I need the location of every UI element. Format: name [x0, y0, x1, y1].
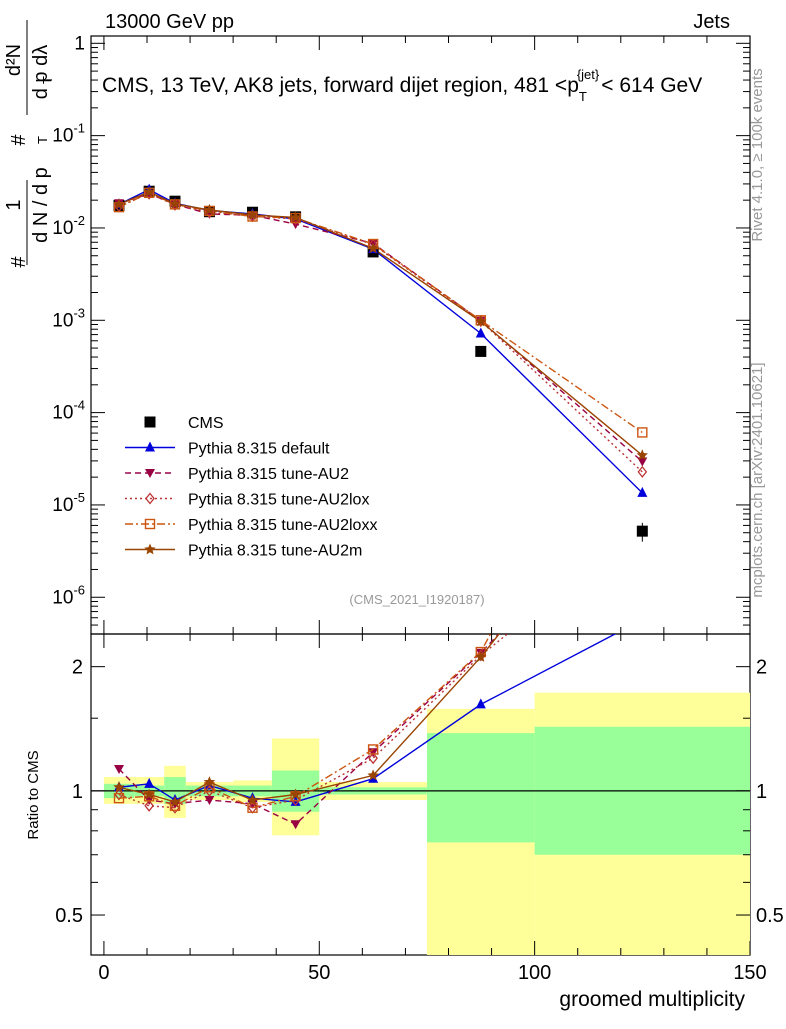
y-axis-label-main: # 1 d N / d p T # d²N d p dλ T [3, 20, 55, 268]
ratio-point-pythia-8-315-tune-au2m [475, 651, 487, 662]
y-axis-label-ratio: Ratio to CMS [25, 750, 42, 839]
data-point-pythia-8-315-tune-au2m [113, 198, 125, 210]
ratio-point-pythia-8-315-tune-au2 [204, 796, 215, 806]
axis-ticks: 0 50 100 150 1 10-1 10-2 10-3 10-4 10-5 10-6 0.5 0.5… [52, 33, 784, 984]
data-point-pythia-8-315-tune-au2m [289, 211, 302, 223]
data-point-pythia-8-315-tune-au2m [143, 186, 155, 197]
ratio-point-pythia-8-315-tune-au2 [113, 764, 124, 774]
ratio-line-pythia-8-315-tune-au2lox [118, 634, 509, 809]
legend-marker-pythia-8-315-tune-au2lox [145, 492, 155, 505]
ratio-tick-label-left: 2 [72, 657, 83, 679]
legend-marker-pythia-8-315-tune-au2m [144, 543, 156, 555]
ratio-line-pythia-8-315-tune-au2loxx [118, 634, 492, 809]
y-tick-label: 1 [74, 33, 85, 54]
ratio-point-pythia-8-315-default [475, 698, 486, 709]
data-point-pythia-8-315-tune-au2m [475, 315, 487, 327]
data-point-pythia-8-315-tune-au2 [637, 457, 648, 467]
ratio-point-pythia-8-315-tune-au2m [367, 769, 379, 781]
data-point-pythia-8-315-tune-au2m [367, 242, 379, 254]
legend-marker-pythia-8-315-tune-au2loxx [144, 518, 156, 530]
data-point-pythia-8-315-tune-au2m [203, 203, 216, 215]
ratio-point-pythia-8-315-tune-au2lox [368, 752, 378, 765]
legend-marker-pythia-8-315-tune-au2 [145, 469, 155, 478]
ratio-point-pythia-8-315-tune-au2loxx [113, 792, 125, 804]
legend: CMS Pythia 8.315 default Pythia 8.315 tune… [125, 415, 377, 560]
svg-text:T: T [40, 76, 55, 84]
data-point-cms [475, 345, 487, 357]
svg-text:#: # [8, 256, 30, 268]
data-point-pythia-8-315-tune-au2m [169, 197, 181, 209]
legend-marker-pythia-8-315-default [145, 441, 155, 452]
legend-label-pythia-8-315-default: Pythia 8.315 default [188, 441, 330, 458]
x-tick-label: 0 [98, 962, 109, 984]
ratio-point-pythia-8-315-tune-au2m [289, 788, 302, 800]
ratio-point-pythia-8-315-tune-au2loxx [247, 802, 258, 813]
data-point-pythia-8-315-tune-au2lox [637, 465, 648, 478]
ratio-tick-label-left: 1 [72, 781, 83, 803]
ratio-point-pythia-8-315-tune-au2lox [144, 799, 154, 812]
ratio-line-pythia-8-315-tune-au2 [118, 634, 500, 826]
y-tick-label: 10-1 [52, 121, 85, 147]
energy-label: 13000 GeV pp [105, 11, 234, 33]
svg-text:d²N: d²N [3, 44, 25, 76]
ratio-point-pythia-8-315-tune-au2lox [114, 788, 124, 801]
data-point-pythia-8-315-tune-au2m [246, 209, 259, 220]
rivet-version-label: Rivet 4.1.0, ≥ 100k events [749, 68, 766, 241]
ratio-point-pythia-8-315-tune-au2loxx [367, 744, 379, 755]
ratio-tick-label-right: 1 [756, 781, 767, 803]
data-point-pythia-8-315-default [475, 327, 486, 338]
ratio-uncertainty-bands [91, 692, 750, 955]
chart-title: CMS, 13 TeV, AK8 jets, forward dijet reg… [102, 67, 702, 104]
series-markers [113, 183, 648, 542]
ratio-band-inner-7 [426, 733, 535, 843]
ratio-point-pythia-8-315-tune-au2m [246, 794, 259, 805]
y-tick-label: 10-2 [52, 213, 85, 239]
legend-marker-cms [144, 416, 156, 428]
ratio-point-pythia-8-315-tune-au2m [143, 788, 155, 800]
legend-label-cms: CMS [188, 415, 224, 432]
svg-text:d p dλ: d p dλ [30, 45, 52, 99]
ratio-point-pythia-8-315-tune-au2 [290, 820, 301, 830]
ratio-tick-label-left: 0.5 [55, 905, 83, 927]
y-tick-label: 10-3 [52, 305, 85, 331]
analysis-id: (CMS_2021_I1920187) [349, 592, 484, 607]
ratio-point-pythia-8-315-tune-au2m [113, 781, 125, 793]
source-label: mcplots.cern.ch [arXiv:2401.10621] [749, 362, 766, 597]
x-tick-label: 50 [308, 962, 330, 984]
svg-text:d N / d p: d N / d p [30, 167, 52, 243]
ratio-point-pythia-8-315-tune-au2m [169, 795, 181, 807]
svg-text:#: # [8, 134, 30, 146]
legend-label-pythia-8-315-tune-au2loxx: Pythia 8.315 tune-AU2loxx [188, 517, 377, 534]
series-line-pythia-8-315-tune-au2loxx [118, 192, 643, 433]
data-point-pythia-8-315-tune-au2m [636, 449, 648, 461]
x-tick-label: 100 [518, 962, 551, 984]
svg-text:1: 1 [3, 199, 25, 210]
legend-label-pythia-8-315-tune-au2: Pythia 8.315 tune-AU2 [188, 466, 349, 483]
data-point-pythia-8-315-default [637, 486, 648, 497]
y-tick-label: 10-5 [52, 490, 85, 516]
data-point-cms [636, 525, 648, 537]
ratio-tick-label-right: 0.5 [756, 905, 784, 927]
category-label: Jets [693, 11, 730, 33]
svg-text:T: T [35, 136, 50, 144]
legend-label-pythia-8-315-tune-au2m: Pythia 8.315 tune-AU2m [188, 543, 362, 560]
ratio-point-pythia-8-315-tune-au2m [203, 776, 216, 787]
ratio-tick-label-right: 2 [756, 657, 767, 679]
ratio-series [113, 634, 617, 830]
x-axis-label: groomed multiplicity [559, 988, 745, 1011]
y-tick-label: 10-4 [52, 398, 85, 424]
legend-label-pythia-8-315-tune-au2lox: Pythia 8.315 tune-AU2lox [188, 492, 369, 509]
data-point-pythia-8-315-tune-au2loxx [637, 427, 648, 438]
y-tick-label: 10-6 [52, 582, 85, 608]
x-tick-label: 150 [733, 962, 766, 984]
ratio-point-pythia-8-315-default [144, 777, 155, 788]
